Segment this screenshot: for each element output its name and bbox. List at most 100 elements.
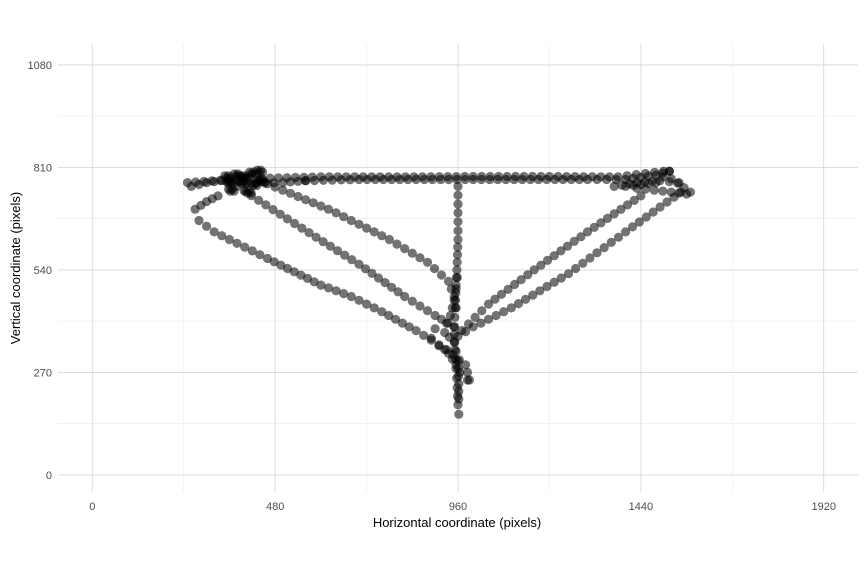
- data-point: [622, 200, 633, 210]
- data-point: [375, 172, 385, 182]
- data-point: [494, 171, 504, 182]
- data-point: [452, 272, 462, 283]
- data-point: [669, 192, 679, 202]
- data-point: [499, 307, 509, 317]
- data-point: [602, 213, 613, 223]
- data-point: [199, 176, 209, 187]
- data-point: [485, 171, 495, 182]
- data-point: [536, 171, 546, 182]
- data-point: [407, 296, 417, 306]
- x-tick-labels: 0 480 960 1440 1920: [89, 501, 836, 513]
- data-point: [393, 287, 403, 297]
- data-point: [453, 234, 463, 245]
- data-point: [259, 177, 270, 187]
- data-point: [347, 255, 357, 265]
- data-point: [563, 269, 574, 279]
- data-point: [578, 258, 588, 268]
- data-point: [463, 319, 474, 329]
- data-point: [491, 310, 501, 321]
- data-point: [655, 202, 665, 212]
- data-point: [443, 276, 454, 286]
- data-point: [527, 171, 538, 182]
- data-point: [490, 294, 500, 304]
- data-point: [443, 172, 453, 182]
- data-point: [202, 221, 212, 231]
- data-point: [483, 314, 494, 324]
- data-point: [496, 289, 507, 299]
- data-point: [350, 172, 360, 182]
- data-point: [339, 289, 349, 299]
- data-point: [384, 172, 394, 182]
- data-point: [570, 172, 580, 182]
- data-point: [587, 172, 597, 182]
- data-point: [503, 284, 513, 294]
- data-point: [454, 409, 464, 419]
- data-point: [636, 191, 646, 201]
- data-point: [579, 172, 589, 182]
- data-point: [596, 218, 606, 228]
- data-point: [417, 172, 427, 182]
- data-point: [453, 226, 463, 236]
- data-point: [207, 176, 217, 186]
- data-point: [477, 171, 487, 182]
- data-point: [461, 360, 471, 370]
- data-point: [596, 172, 606, 182]
- data-point: [453, 199, 463, 209]
- data-point: [454, 386, 464, 396]
- data-point: [400, 291, 410, 302]
- data-point: [384, 310, 394, 321]
- data-point: [664, 166, 675, 176]
- data-point: [632, 183, 642, 193]
- data-point: [354, 295, 364, 305]
- data-point: [299, 172, 309, 182]
- data-point: [449, 322, 459, 332]
- data-point: [641, 212, 651, 222]
- data-point: [346, 215, 356, 226]
- data-point: [528, 290, 538, 300]
- data-point: [647, 176, 657, 186]
- data-point: [308, 198, 318, 208]
- x-tick-label: 1440: [629, 501, 653, 513]
- data-point: [606, 237, 616, 247]
- data-point: [341, 172, 351, 182]
- data-point: [407, 248, 417, 258]
- data-point: [640, 177, 650, 187]
- data-point: [367, 268, 377, 278]
- data-point: [609, 181, 619, 191]
- data-point: [254, 195, 264, 205]
- y-tick-labels: 0 270 540 810 1080: [28, 60, 52, 482]
- data-point: [562, 172, 572, 182]
- data-point: [367, 172, 377, 182]
- data-point: [285, 188, 295, 198]
- data-point: [549, 251, 559, 261]
- data-point: [255, 250, 265, 260]
- data-point: [190, 204, 200, 214]
- data-point: [589, 222, 599, 232]
- data-point: [397, 318, 407, 328]
- data-point: [571, 263, 581, 274]
- data-point: [556, 246, 566, 256]
- data-point: [624, 179, 635, 189]
- data-point: [346, 291, 356, 302]
- data-point: [676, 187, 686, 197]
- data-point: [544, 171, 555, 182]
- data-point: [387, 282, 397, 292]
- data-point: [442, 318, 452, 328]
- x-tick-label: 0: [89, 501, 95, 513]
- data-point: [542, 281, 552, 292]
- data-point: [523, 270, 533, 280]
- data-point: [191, 177, 201, 187]
- y-axis-title: Vertical coordinate (pixels): [8, 192, 23, 344]
- data-point: [535, 286, 545, 296]
- data-point: [445, 310, 455, 321]
- data-point: [452, 257, 462, 267]
- data-point: [339, 212, 349, 222]
- data-point: [354, 259, 364, 269]
- data-point: [621, 227, 631, 237]
- data-point: [268, 205, 278, 215]
- data-point: [666, 174, 676, 184]
- data-point: [631, 170, 641, 180]
- data-point: [468, 171, 478, 182]
- data-point: [390, 314, 401, 324]
